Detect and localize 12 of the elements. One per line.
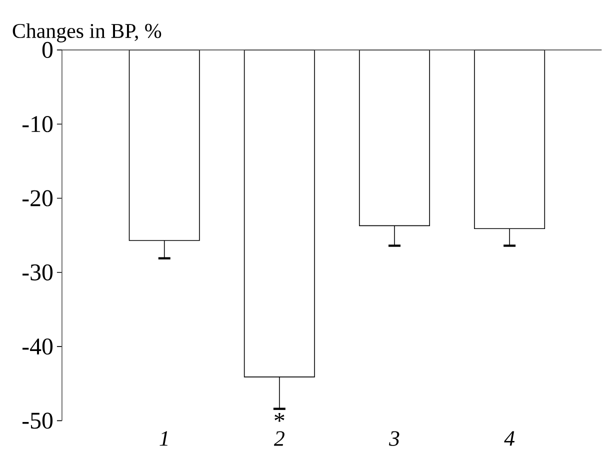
annotation: * [274,413,284,422]
y-tick-label: -50 [22,412,53,429]
y-tick-label: -10 [22,116,53,132]
y-axis-title: Changes in BP, % [12,23,162,42]
y-tick-label: -30 [22,264,53,281]
y-tick-label: 0 [42,42,53,58]
x-tick-label: 4 [504,431,515,446]
y-tick-label: -40 [22,338,53,355]
y-tick-label: -20 [22,190,53,206]
x-tick-label: 3 [388,431,400,446]
x-tick-label: 1 [160,431,168,446]
x-tick-label: 2 [274,431,284,446]
